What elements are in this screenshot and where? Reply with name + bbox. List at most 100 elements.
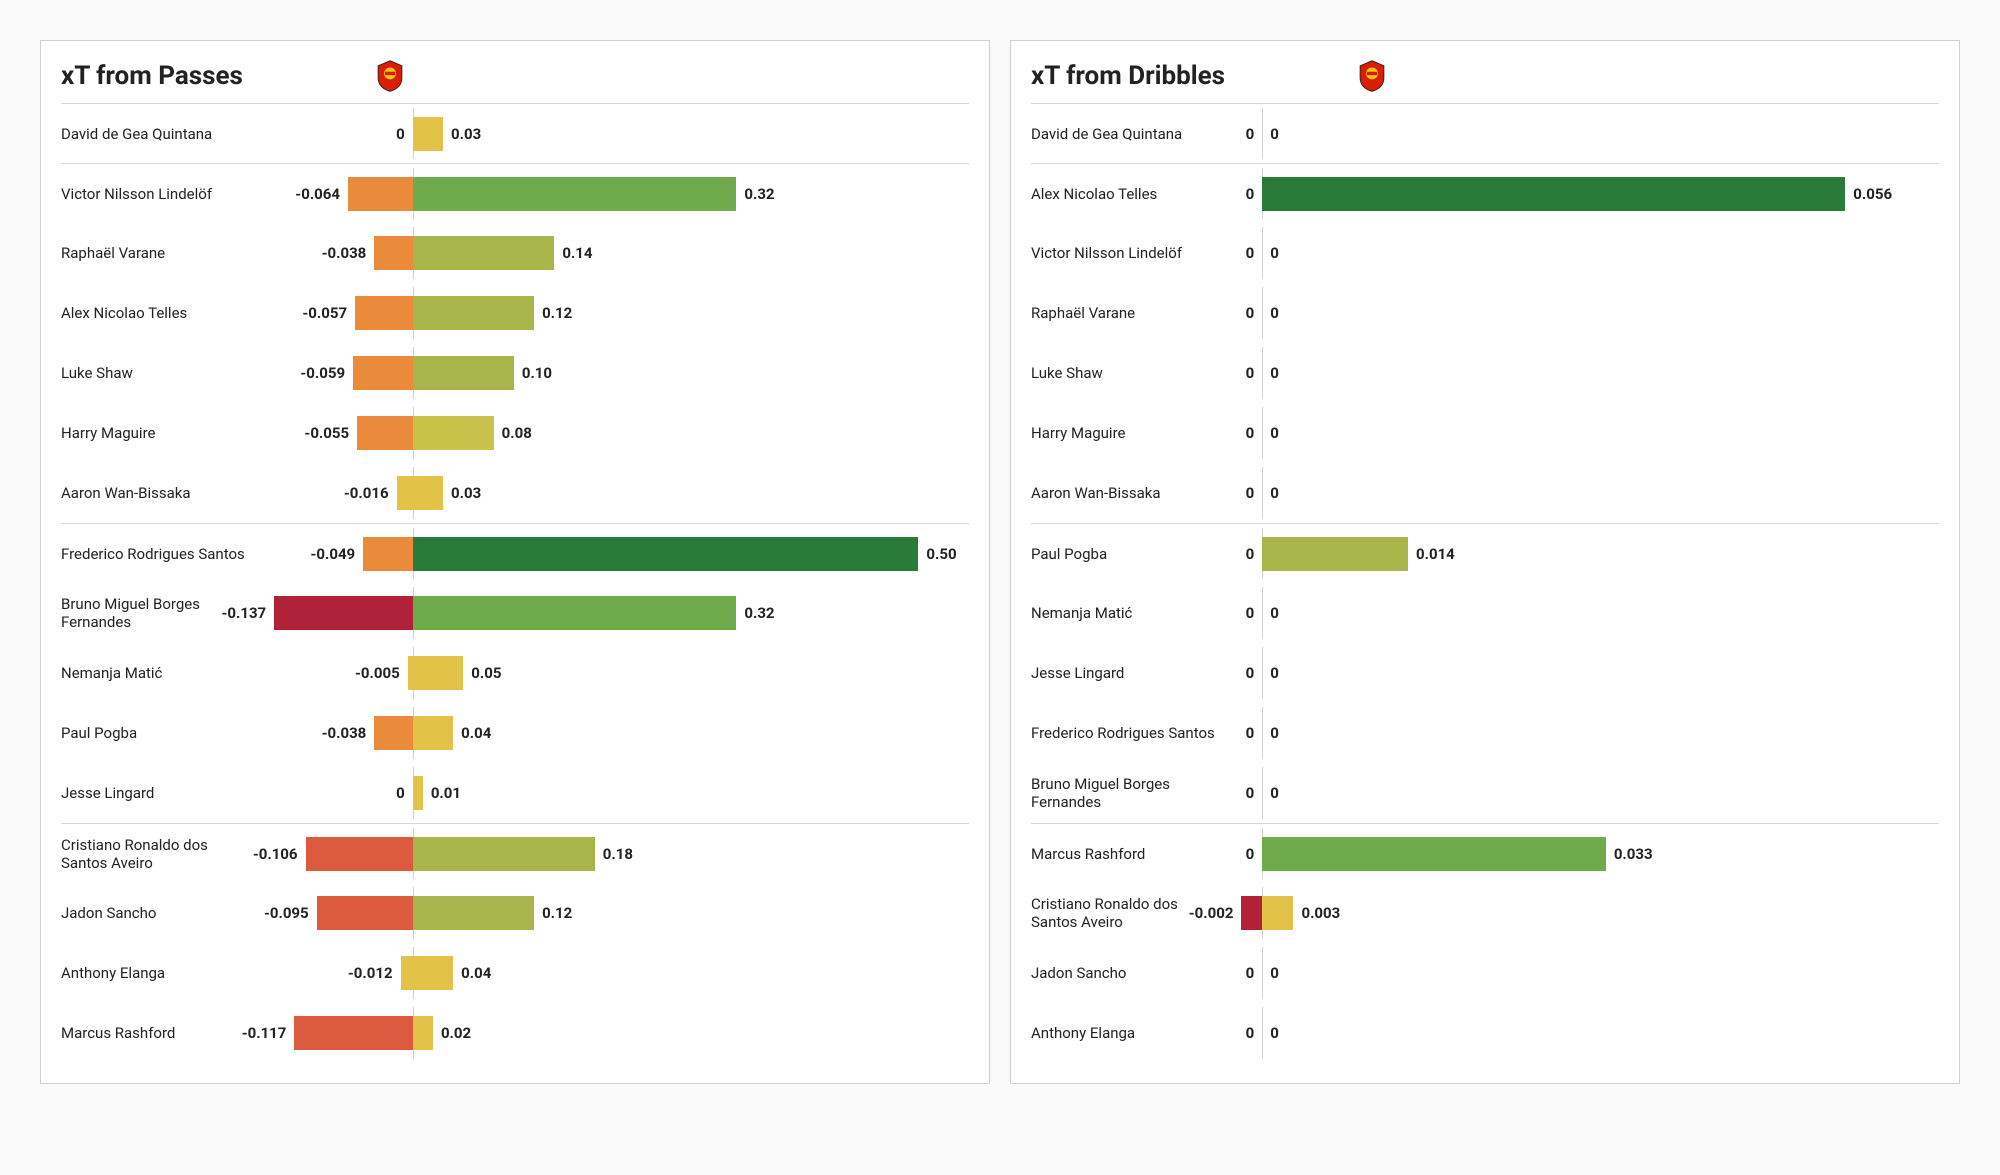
pos-value-label: 0 <box>1270 424 1279 442</box>
zero-line <box>1262 947 1263 999</box>
pos-bar <box>1262 177 1845 211</box>
player-name: Victor Nilsson Lindelöf <box>1031 244 1231 262</box>
pos-bar <box>413 596 737 630</box>
pos-bar <box>1262 537 1408 571</box>
panel-dribbles-title: xT from Dribbles <box>1031 61 1225 91</box>
bar-track: 00.014 <box>1231 524 1939 583</box>
player-name: Jesse Lingard <box>61 784 261 802</box>
zero-line <box>1262 227 1263 279</box>
club-crest-icon <box>373 59 407 93</box>
table-row: Jesse Lingard 00 <box>1031 643 1939 703</box>
neg-value-label: 0 <box>1246 784 1255 802</box>
table-row: Raphaël Varane-0.0380.14 <box>61 223 969 283</box>
table-row: Luke Shaw-0.0590.10 <box>61 343 969 403</box>
neg-value-label: -0.137 <box>221 604 266 622</box>
zero-line <box>1262 347 1263 399</box>
table-row: Nemanja Matić00 <box>1031 583 1939 643</box>
pos-bar <box>1262 837 1606 871</box>
neg-bar <box>397 476 413 510</box>
pos-bar <box>413 177 737 211</box>
bar-track: -0.0120.04 <box>261 943 969 1003</box>
bar-track: -0.1170.02 <box>261 1003 969 1063</box>
bar-track: -0.0020.003 <box>1231 883 1939 943</box>
table-row: Harry Maguire-0.0550.08 <box>61 403 969 463</box>
table-row: Alex Nicolao Telles-0.0570.12 <box>61 283 969 343</box>
bar-track: 00 <box>1231 104 1939 163</box>
neg-value-label: 0 <box>396 125 405 143</box>
neg-value-label: -0.057 <box>302 304 347 322</box>
player-name: Paul Pogba <box>1031 545 1231 563</box>
pos-value-label: 0 <box>1270 664 1279 682</box>
bar-track: 00 <box>1231 583 1939 643</box>
neg-bar <box>317 896 413 930</box>
pos-value-label: 0.01 <box>431 784 461 802</box>
neg-value-label: -0.117 <box>242 1024 287 1042</box>
player-name: Anthony Elanga <box>61 964 261 982</box>
table-row: Aaron Wan-Bissaka-0.0160.03 <box>61 463 969 523</box>
bar-track: -0.0380.14 <box>261 223 969 283</box>
table-row: Jesse Lingard00.01 <box>61 763 969 823</box>
player-name: Luke Shaw <box>1031 364 1231 382</box>
player-name: Aaron Wan-Bissaka <box>61 484 261 502</box>
player-name: Aaron Wan-Bissaka <box>1031 484 1231 502</box>
player-name: Frederico Rodrigues Santos <box>61 545 261 563</box>
neg-bar <box>401 956 413 990</box>
neg-bar <box>357 416 413 450</box>
panel-passes-title-row: xT from Passes <box>61 59 969 93</box>
neg-value-label: 0 <box>1246 125 1255 143</box>
bar-track: -0.1060.18 <box>261 824 969 883</box>
bar-track: -0.0950.12 <box>261 883 969 943</box>
neg-value-label: -0.059 <box>300 364 345 382</box>
bar-track: 00 <box>1231 763 1939 823</box>
player-name: Luke Shaw <box>61 364 261 382</box>
neg-value-label: 0 <box>1246 424 1255 442</box>
table-row: Marcus Rashford00.033 <box>1031 823 1939 883</box>
neg-bar <box>374 236 412 270</box>
neg-bar <box>274 596 413 630</box>
zero-line <box>1262 287 1263 339</box>
pos-bar <box>413 956 453 990</box>
neg-bar <box>306 837 413 871</box>
pos-value-label: 0.014 <box>1416 545 1455 563</box>
pos-value-label: 0.02 <box>441 1024 471 1042</box>
player-name: Harry Maguire <box>61 424 261 442</box>
player-name: Jesse Lingard <box>1031 664 1231 682</box>
table-row: David de Gea Quintana00 <box>1031 103 1939 163</box>
player-name: Raphaël Varane <box>61 244 261 262</box>
table-row: Paul Pogba00.014 <box>1031 523 1939 583</box>
bar-track: 00 <box>1231 463 1939 523</box>
table-row: Cristiano Ronaldo dos Santos Aveiro-0.00… <box>1031 883 1939 943</box>
table-row: Victor Nilsson Lindelöf-0.0640.32 <box>61 163 969 223</box>
neg-value-label: 0 <box>1246 664 1255 682</box>
table-row: Aaron Wan-Bissaka00 <box>1031 463 1939 523</box>
pos-bar <box>413 776 423 810</box>
neg-bar <box>353 356 413 390</box>
neg-bar <box>363 537 413 571</box>
panel-passes-title: xT from Passes <box>61 61 243 91</box>
neg-value-label: 0 <box>1246 304 1255 322</box>
table-row: Anthony Elanga-0.0120.04 <box>61 943 969 1003</box>
table-row: Luke Shaw00 <box>1031 343 1939 403</box>
pos-value-label: 0.08 <box>502 424 532 442</box>
bar-track: 00 <box>1231 403 1939 463</box>
neg-value-label: -0.106 <box>253 845 298 863</box>
player-name: Harry Maguire <box>1031 424 1231 442</box>
table-row: David de Gea Quintana00.03 <box>61 103 969 163</box>
table-row: Nemanja Matić-0.0050.05 <box>61 643 969 703</box>
pos-value-label: 0 <box>1270 1024 1279 1042</box>
neg-value-label: -0.016 <box>344 484 389 502</box>
player-name: Frederico Rodrigues Santos <box>1031 724 1231 742</box>
neg-value-label: 0 <box>396 784 405 802</box>
zero-line <box>1262 108 1263 159</box>
pos-value-label: 0.056 <box>1853 185 1892 203</box>
neg-value-label: -0.002 <box>1189 904 1234 922</box>
pos-value-label: 0 <box>1270 784 1279 802</box>
neg-value-label: 0 <box>1246 724 1255 742</box>
neg-value-label: 0 <box>1246 244 1255 262</box>
pos-value-label: 0.05 <box>471 664 501 682</box>
player-name: Jadon Sancho <box>1031 964 1231 982</box>
bar-track: 00.01 <box>261 763 969 823</box>
table-row: Anthony Elanga00 <box>1031 1003 1939 1063</box>
pos-bar <box>413 117 443 151</box>
pos-bar <box>413 1016 433 1050</box>
